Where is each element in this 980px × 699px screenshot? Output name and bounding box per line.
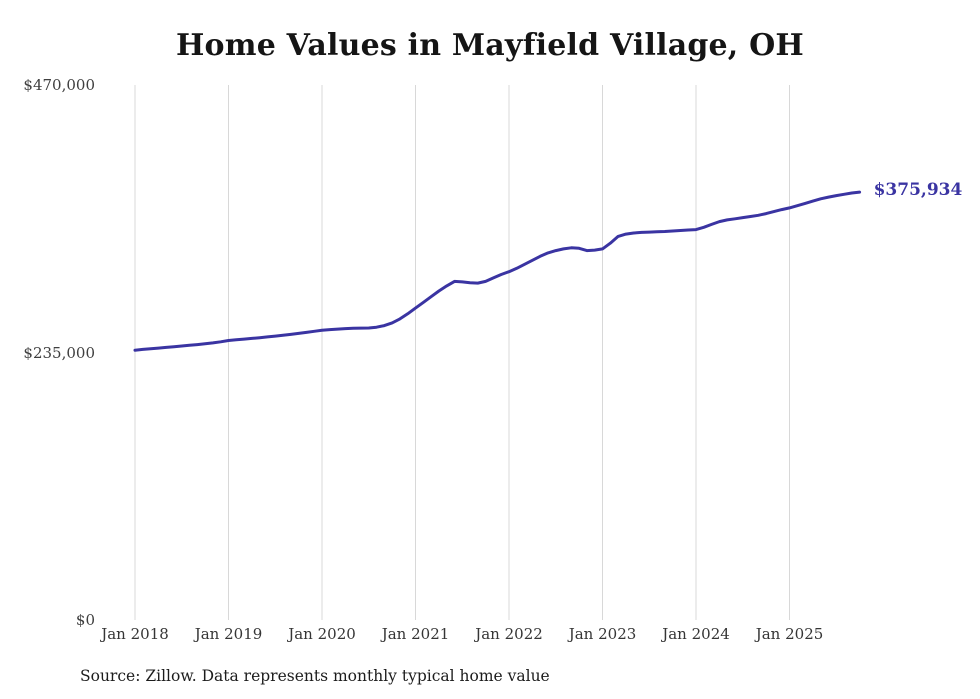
x-tick-label: Jan 2025 xyxy=(755,625,824,643)
y-axis: $470,000 $235,000 $0 xyxy=(0,0,95,699)
x-tick-label: Jan 2019 xyxy=(194,625,263,643)
source-note: Source: Zillow. Data represents monthly … xyxy=(80,667,550,685)
x-tick-label: Jan 2018 xyxy=(101,625,169,643)
x-axis: Jan 2018 Jan 2019 Jan 2020 Jan 2021 Jan 2022… xyxy=(0,625,980,647)
y-tick-label: $235,000 xyxy=(23,343,95,362)
y-tick-label: $0 xyxy=(75,611,95,629)
x-tick-label: Jan 2022 xyxy=(475,625,543,643)
x-tick-label: Jan 2020 xyxy=(288,625,356,643)
home-value-line xyxy=(133,190,862,352)
latest-value-label: $375,934 xyxy=(873,180,963,201)
x-tick-label: Jan 2024 xyxy=(662,625,730,643)
chart-title: Home Values in Mayfield Village, OH xyxy=(176,28,804,63)
x-tick-label: Jan 2023 xyxy=(568,625,637,643)
y-tick-label: $470,000 xyxy=(23,76,95,94)
x-tick-label: Jan 2021 xyxy=(381,625,450,643)
